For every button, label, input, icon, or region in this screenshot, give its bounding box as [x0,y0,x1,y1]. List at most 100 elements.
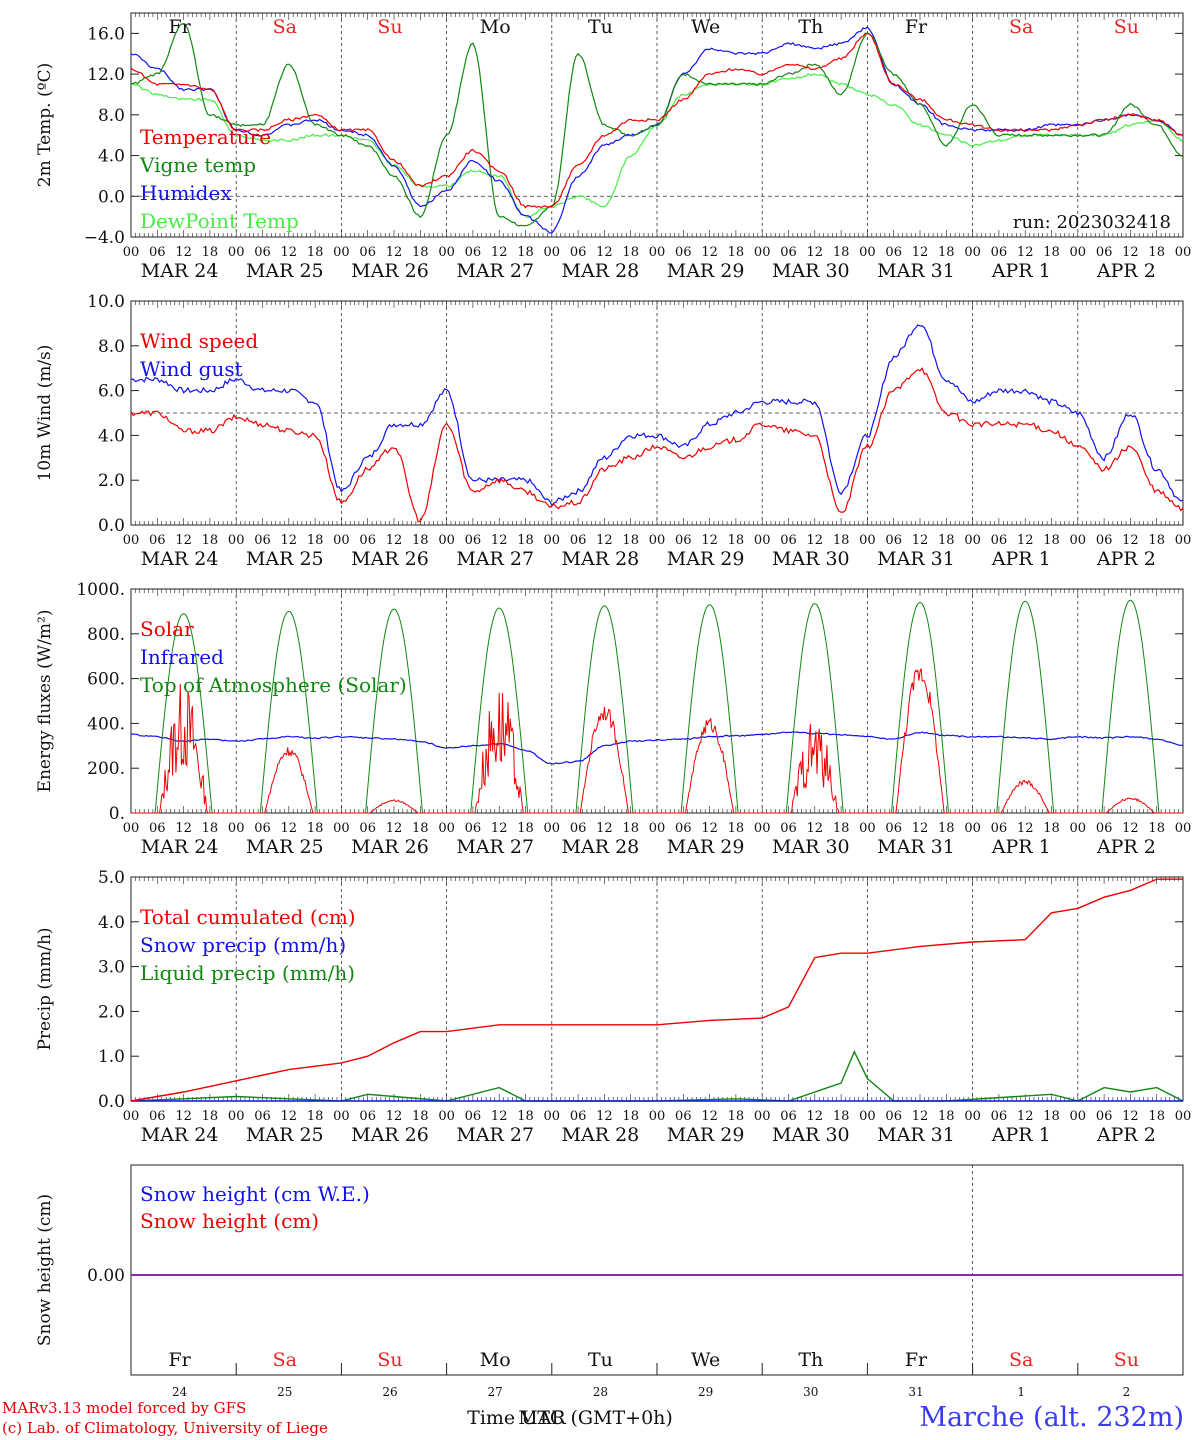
hour-tick-label: 12 [596,821,613,836]
panel-1: −4.0 0.0 4.0 8.0 12.0 16.0 2m Temp. (ºC) 00 06 12… [35,12,1191,282]
date-label: APR 1 [991,548,1051,570]
day-name: Tu [588,16,613,38]
hour-tick-label: 12 [912,821,929,836]
hour-tick-label: 00 [544,245,561,260]
date-label: MAR 29 [667,260,745,282]
hour-tick-label: 00 [1070,1109,1087,1124]
hour-tick-label: 18 [517,1109,534,1124]
day-number: 27 [488,1385,503,1399]
day-name: Sa [1009,1349,1033,1371]
hour-tick-label: 00 [649,245,666,260]
legend-solar: Solar [140,617,194,641]
hour-tick-label: 18 [833,1109,850,1124]
hour-tick-label: 12 [491,1109,508,1124]
x-axis-label: Time UTC (GMT+0h) [467,1407,673,1429]
hour-tick-label: 18 [728,533,745,548]
date-label: MAR 29 [667,836,745,858]
series-solar [446,692,552,814]
hour-tick-label: 00 [228,245,245,260]
day-name: Fr [905,1349,928,1371]
hour-tick-label: 00 [544,533,561,548]
hour-tick-label: 12 [281,533,298,548]
date-label: MAR 30 [772,1124,850,1146]
legend-wind-speed: Wind speed [140,329,258,353]
hour-tick-label: 06 [465,245,482,260]
legend-snow-height-cm-w-e-: Snow height (cm W.E.) [140,1182,370,1206]
hour-tick-label: 00 [649,821,666,836]
hour-tick-label: 00 [859,533,876,548]
hour-tick-label: 18 [202,245,219,260]
legend-snow-height-cm-: Snow height (cm) [140,1209,319,1233]
y-tick-label: 5.0 [98,868,125,888]
hour-tick-label: 00 [964,1109,981,1124]
hour-tick-label: 06 [1096,245,1113,260]
hour-tick-label: 06 [149,533,166,548]
hour-tick-label: 18 [202,821,219,836]
series-vigne-temp [130,23,1184,227]
hour-tick-label: 18 [1043,533,1060,548]
hour-tick-label: 12 [1017,1109,1034,1124]
hour-tick-label: 18 [833,821,850,836]
hour-tick-label: 06 [1096,821,1113,836]
series-solar [236,747,342,814]
hour-tick-label: 18 [202,1109,219,1124]
hour-tick-label: 12 [1122,821,1139,836]
date-label: MAR 30 [772,548,850,570]
y-tick-label: 2.0 [98,471,125,491]
series-solar [1077,797,1183,814]
hour-tick-label: 00 [964,821,981,836]
station-label: Marche (alt. 232m) [919,1402,1184,1433]
hour-tick-label: 18 [833,245,850,260]
hour-tick-label: 06 [254,533,271,548]
y-tick-label: 0. [109,804,125,824]
series-top-of-atmosphere-solar- [341,608,447,814]
hour-tick-label: 18 [1148,533,1165,548]
hour-ticks [130,13,1184,237]
hour-tick-label: 18 [938,245,955,260]
hour-tick-label: 06 [991,533,1008,548]
hour-tick-label: 12 [701,245,718,260]
hour-tick-label: 06 [149,245,166,260]
series-top-of-atmosphere-solar- [236,610,342,814]
date-label: MAR 28 [562,1124,640,1146]
hour-tick-label: 12 [807,245,824,260]
hour-tick-label: 00 [754,821,771,836]
date-label: MAR 27 [456,1124,534,1146]
date-label: MAR 27 [456,836,534,858]
hour-tick-label: 00 [333,533,350,548]
day-name: Th [798,16,823,38]
hour-tick-label: 06 [359,245,376,260]
hour-tick-label: 06 [780,821,797,836]
day-number: 2 [1123,1385,1131,1399]
hour-tick-label: 00 [438,245,455,260]
hour-tick-label: 12 [807,533,824,548]
hour-tick-label: 12 [491,245,508,260]
hour-tick-label: 00 [333,245,350,260]
y-tick-label: 3.0 [98,958,125,978]
hour-tick-label: 00 [333,821,350,836]
series-top-of-atmosphere-solar- [762,603,868,814]
day-name: Sa [273,16,297,38]
date-label: MAR 26 [351,1124,429,1146]
hour-tick-label: 12 [491,821,508,836]
series-solar [972,779,1078,814]
hour-tick-label: 12 [281,1109,298,1124]
model-credit: MARv3.13 model forced by GFS [2,1399,247,1417]
hour-tick-label: 06 [359,533,376,548]
panel-5: 0.00 Snow height (cm) Snow height (cm W.E.… [35,1164,1184,1429]
series-humidex [130,26,1184,234]
legend-humidex: Humidex [140,181,232,205]
hour-tick-label: 00 [754,245,771,260]
hour-tick-label: 06 [570,533,587,548]
date-label: MAR 24 [141,260,219,282]
hour-tick-label: 12 [175,1109,192,1124]
hour-tick-label: 06 [675,533,692,548]
day-name: Fr [168,1349,191,1371]
hour-tick-label: 12 [596,533,613,548]
hour-tick-label: 06 [780,1109,797,1124]
hour-tick-label: 18 [622,245,639,260]
day-name: Su [377,1349,402,1371]
date-label: MAR 24 [141,836,219,858]
hour-tick-label: 06 [1096,533,1113,548]
